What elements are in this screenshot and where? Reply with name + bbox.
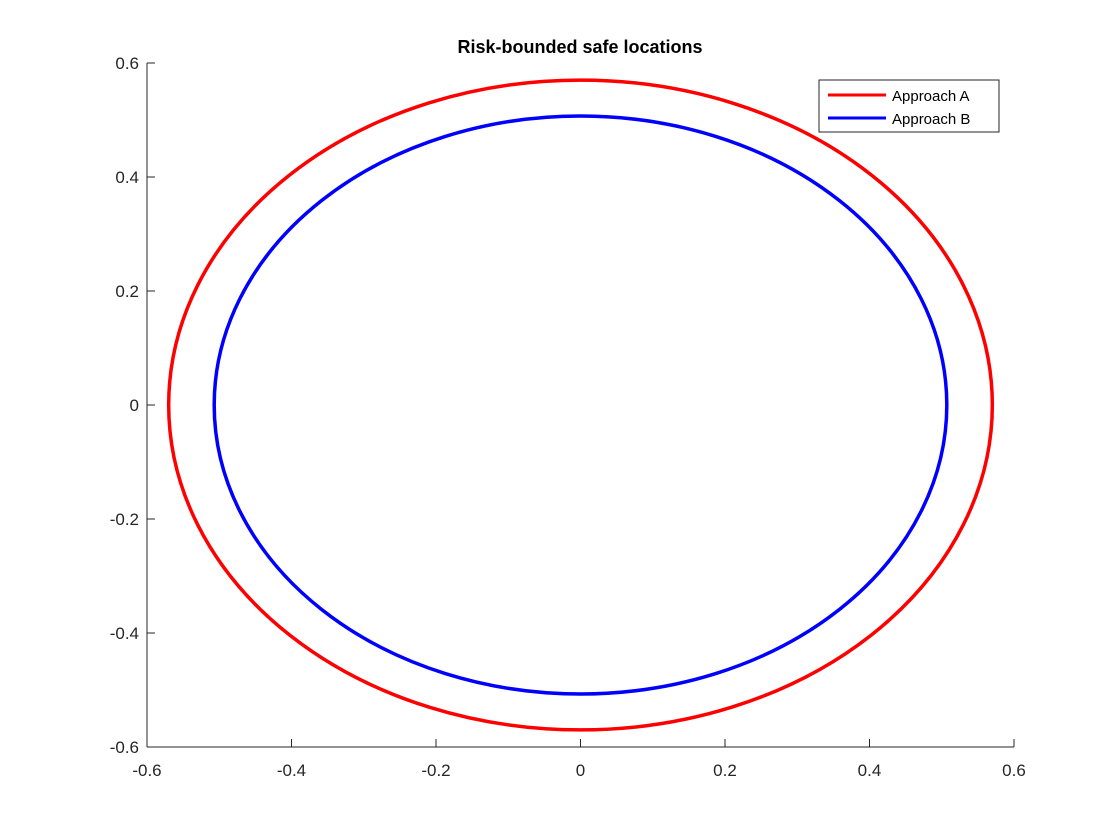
series-layer: [166, 78, 995, 732]
legend-box: [818, 79, 1000, 133]
plot-area: [147, 63, 1014, 747]
y-ticks: -0.6 -0.4 -0.2 0 0.2 0.4 0.6: [110, 54, 155, 757]
x-tick-label: 0.2: [713, 761, 737, 780]
chart-title: Risk-bounded safe locations: [457, 37, 702, 57]
x-tick-label: -0.2: [421, 761, 450, 780]
x-tick-label: 0.4: [858, 761, 882, 780]
y-tick-label: 0.2: [115, 282, 139, 301]
series-line-approach-a: [166, 78, 995, 732]
y-tick-label: -0.4: [110, 624, 139, 643]
legend-label-approach-a: Approach A: [892, 88, 970, 105]
x-tick-label: -0.4: [277, 761, 306, 780]
y-tick-label: -0.2: [110, 510, 139, 529]
y-tick-label: 0.4: [115, 168, 139, 187]
x-tick-label: 0.6: [1002, 761, 1026, 780]
y-tick-label: 0: [130, 396, 139, 415]
x-ticks: -0.6 -0.4 -0.2 0 0.2 0.4 0.6: [132, 739, 1026, 780]
y-tick-label: -0.6: [110, 738, 139, 757]
y-tick-label: 0.6: [115, 54, 139, 73]
legend[interactable]: Approach A Approach B: [818, 79, 1000, 133]
x-tick-label: 0: [576, 761, 585, 780]
x-tick-label: -0.6: [132, 761, 161, 780]
series-line-approach-b: [212, 114, 949, 696]
legend-label-approach-b: Approach B: [892, 111, 970, 128]
